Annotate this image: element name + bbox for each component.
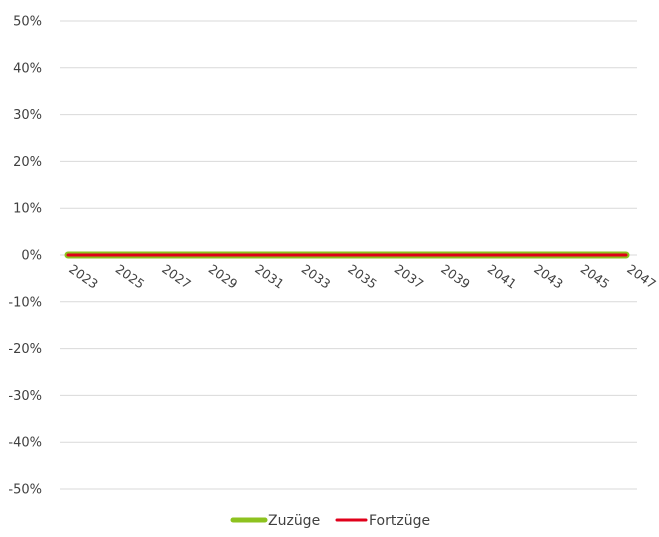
x-tick-label: 2043 (531, 261, 566, 292)
x-tick-label: 2045 (578, 261, 613, 292)
x-tick-label: 2035 (345, 261, 380, 292)
x-tick-label: 2025 (113, 261, 148, 292)
y-tick-label: -10% (8, 295, 42, 310)
x-tick-label: 2047 (624, 261, 659, 292)
x-tick-label: 2041 (485, 261, 520, 292)
x-tick-label: 2037 (392, 261, 427, 292)
y-tick-label: 50% (13, 15, 42, 30)
legend: Zuzüge Fortzüge (230, 513, 430, 529)
x-axis-tick-labels: 2023 2025 2027 2029 2031 2033 2035 2037 2039 2041… (66, 261, 659, 292)
x-tick-label: 2039 (438, 261, 473, 292)
y-tick-label: 10% (13, 202, 42, 217)
y-tick-label: 30% (13, 108, 42, 123)
x-tick-label: 2029 (206, 261, 241, 292)
x-tick-label: 2023 (66, 261, 101, 292)
y-tick-label: -20% (8, 342, 42, 357)
y-tick-label: 0% (21, 249, 42, 264)
x-tick-label: 2031 (252, 261, 287, 292)
y-tick-label: 20% (13, 155, 42, 170)
y-tick-label: -30% (8, 389, 42, 404)
y-tick-label: 40% (13, 61, 42, 76)
y-axis-tick-labels: 50% 40% 30% 20% 10% 0% -10% -20% -30% -40% -50% (8, 15, 42, 498)
x-tick-label: 2033 (299, 261, 334, 292)
y-tick-label: -50% (8, 483, 42, 498)
legend-label: Fortzüge (369, 513, 430, 529)
x-tick-label: 2027 (159, 261, 194, 292)
legend-label: Zuzüge (268, 513, 320, 529)
y-tick-label: -40% (8, 436, 42, 451)
